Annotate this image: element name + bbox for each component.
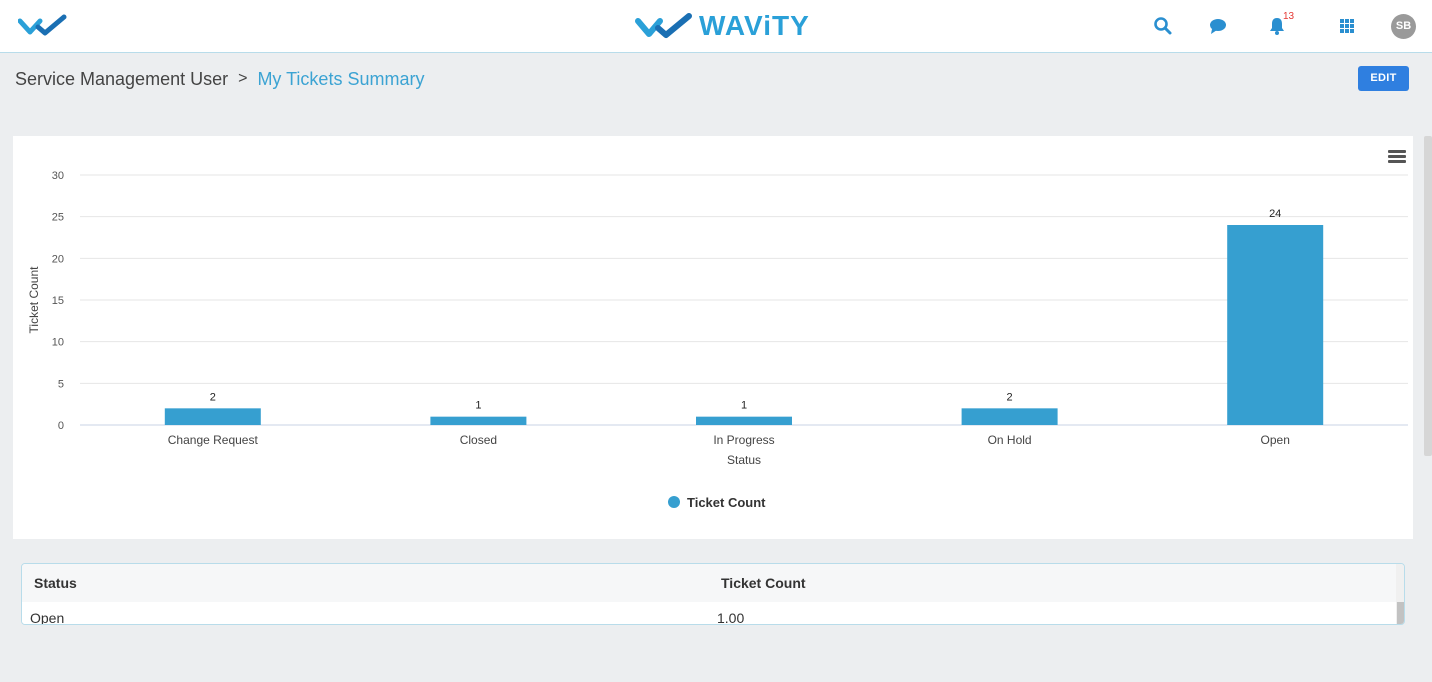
bar — [961, 408, 1058, 425]
search-icon[interactable] — [1153, 16, 1173, 36]
user-avatar[interactable]: SB — [1391, 14, 1416, 39]
x-tick-label: On Hold — [988, 433, 1032, 447]
notification-count-badge: 13 — [1283, 11, 1295, 22]
brand-logo: WAViTY — [635, 10, 810, 42]
cell-status: Open — [30, 610, 65, 625]
data-label: 1 — [741, 400, 747, 412]
y-tick-label: 15 — [52, 295, 64, 307]
page-scrollbar[interactable] — [1424, 136, 1432, 456]
legend-label[interactable]: Ticket Count — [687, 495, 766, 510]
notification-bell-icon[interactable] — [1267, 16, 1287, 36]
data-label: 1 — [475, 400, 481, 412]
x-tick-label: Closed — [460, 433, 497, 447]
data-label: 24 — [1269, 208, 1281, 220]
top-bar: WAViTY 13 SB — [0, 0, 1432, 53]
column-header-ticket-count[interactable]: Ticket Count — [721, 575, 806, 591]
data-label: 2 — [210, 391, 216, 403]
x-tick-label: Change Request — [168, 433, 259, 447]
data-label: 2 — [1007, 391, 1013, 403]
ticket-count-bar-chart: 0 5 10 15 20 25 30 Ticket Count 2 Change Request 1… — [27, 170, 1408, 510]
x-tick-label: In Progress — [713, 433, 774, 447]
table-scrollbar[interactable] — [1396, 564, 1404, 624]
y-tick-label: 25 — [52, 212, 64, 224]
bar — [164, 408, 261, 425]
table-header: Status Ticket Count — [22, 564, 1396, 602]
breadcrumb: Service Management User > My Tickets Sum… — [15, 68, 424, 90]
column-header-status[interactable]: Status — [34, 575, 77, 591]
bar — [696, 416, 792, 425]
y-tick-label: 20 — [52, 253, 64, 265]
bar — [1227, 225, 1324, 425]
y-tick-label: 30 — [52, 170, 64, 182]
y-tick-label: 0 — [58, 420, 64, 432]
x-axis-title: Status — [727, 453, 761, 467]
brand-name: WAViTY — [699, 10, 810, 41]
chart-menu-icon[interactable] — [1388, 150, 1406, 166]
y-tick-label: 5 — [58, 378, 64, 390]
breadcrumb-separator: > — [238, 70, 248, 87]
table-row[interactable]: Open 1.00 — [22, 602, 1396, 625]
y-axis-title: Ticket Count — [27, 266, 41, 334]
chat-icon[interactable] — [1208, 16, 1228, 36]
table-scrollbar-thumb[interactable] — [1397, 602, 1404, 624]
breadcrumb-current[interactable]: My Tickets Summary — [257, 69, 425, 89]
y-tick-label: 10 — [52, 337, 64, 349]
bar — [430, 416, 527, 425]
legend-marker[interactable] — [668, 496, 680, 508]
summary-table: Status Ticket Count Open 1.00 — [21, 563, 1405, 625]
chart-card: 0 5 10 15 20 25 30 Ticket Count 2 Change Request 1… — [13, 136, 1413, 539]
x-tick-label: Open — [1261, 433, 1290, 447]
apps-grid-icon[interactable] — [1337, 16, 1357, 36]
brand-mark-icon — [635, 13, 692, 38]
cell-ticket-count: 1.00 — [717, 610, 745, 625]
app-logo-icon[interactable] — [17, 13, 68, 37]
breadcrumb-root[interactable]: Service Management User — [15, 69, 229, 89]
edit-button[interactable]: EDIT — [1358, 66, 1409, 91]
